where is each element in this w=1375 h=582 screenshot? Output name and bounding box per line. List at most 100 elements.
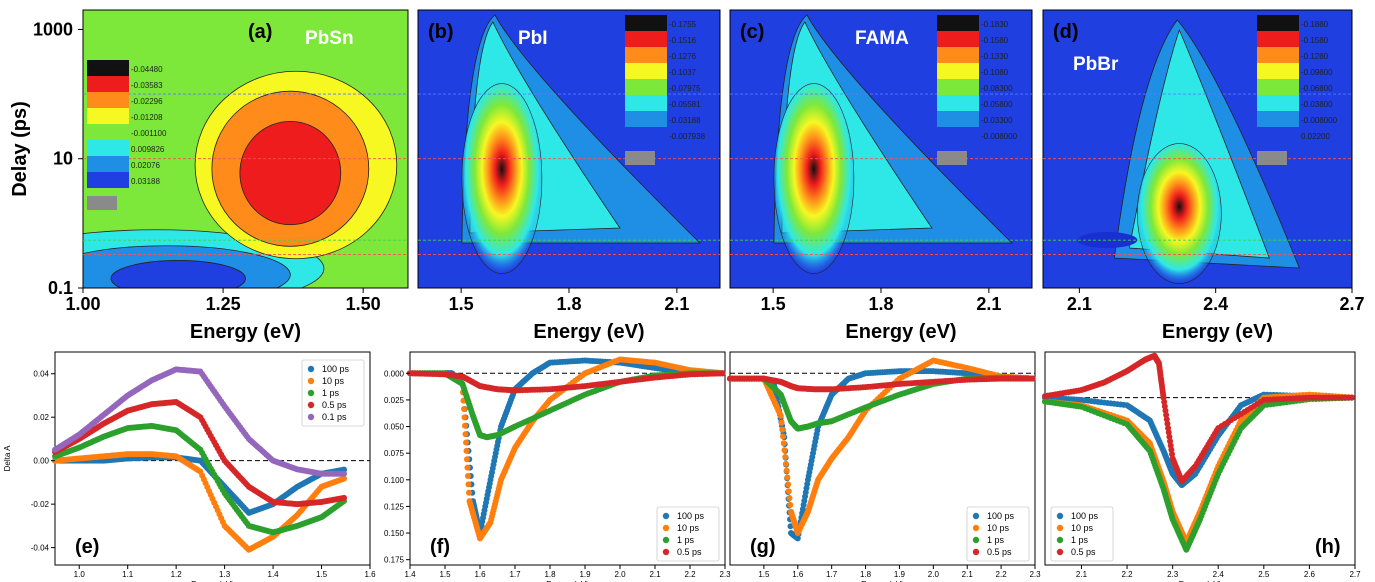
contour-plot-area: [1043, 10, 1352, 288]
x-tick-label: 2.4: [1203, 294, 1228, 314]
x-tick-label: 1.5: [761, 294, 786, 314]
legend-marker: [972, 548, 980, 556]
colorbar-swatch: [1257, 63, 1299, 79]
contour-panel-4: -0.1880 -0.1580 -0.1280 -0.09800 -0.06800 -0.…: [1042, 9, 1365, 343]
x-tick-label: 1.8: [556, 294, 581, 314]
data-point: [465, 481, 472, 488]
contour-panel-2: -0.1755 -0.1516 -0.1276 -0.1037 -0.07975 -0.0…: [417, 9, 721, 343]
colorbar-label: -0.008000: [1301, 116, 1338, 125]
colorbar-swatch: [87, 124, 129, 140]
series-10ps: [52, 451, 348, 553]
x-tick-label: 1.1: [122, 570, 134, 579]
x-tick-label: 1.8: [860, 570, 872, 579]
data-point: [464, 456, 470, 463]
data-point: [782, 453, 789, 460]
colorbar-label: -0.1830: [981, 20, 1009, 29]
data-point: [785, 481, 792, 488]
panel-label: (h): [1315, 536, 1341, 558]
legend-label: 10 ps: [987, 523, 1010, 533]
colorbar-label: -0.03583: [131, 81, 163, 90]
contour-core: [461, 83, 543, 274]
data-point: [1029, 375, 1036, 382]
plot-frame: [82, 9, 409, 289]
x-tick-label: 1.00: [65, 294, 100, 314]
x-tick-label: 2.1: [976, 294, 1001, 314]
data-point: [779, 426, 786, 433]
data-point: [465, 472, 471, 479]
legend-marker: [662, 548, 670, 556]
y-tick-label: -0.04: [31, 544, 50, 553]
colorbar-swatch: [87, 60, 129, 76]
colorbar-label: -0.1276: [669, 52, 697, 61]
spectrum-panel-1: 1.0 1.1 1.2 1.3 1.4 1.5 1.6 Energy (eV) 0.04 0.02…: [3, 351, 376, 582]
colorbar-label: -0.02296: [131, 97, 163, 106]
legend-marker: [307, 365, 315, 373]
legend-marker: [1056, 512, 1064, 520]
x-tick-label: 1.5: [316, 570, 328, 579]
contour-core: [1137, 143, 1222, 284]
data-point: [786, 495, 793, 502]
colorbar-label: -0.1280: [1301, 52, 1329, 61]
x-tick-label: 1.4: [268, 570, 280, 579]
data-point: [463, 439, 469, 446]
legend-marker: [972, 536, 980, 544]
legend-marker: [307, 377, 315, 385]
series-0.5ps: [1042, 352, 1355, 485]
data-point: [341, 470, 348, 477]
colorbar-swatch-gray: [1257, 151, 1287, 165]
legend-label: 0.5 ps: [322, 400, 347, 410]
y-tick-label: 0.175: [384, 556, 405, 565]
legend-label: 1 ps: [1071, 535, 1089, 545]
x-tick-label: 2.1: [1076, 570, 1088, 579]
legend-marker: [1056, 548, 1064, 556]
colorbar-label: -0.05581: [669, 100, 701, 109]
x-tick-label: 1.8: [868, 294, 893, 314]
plot-frame: [1042, 9, 1353, 289]
legend-label: 100 ps: [322, 364, 350, 374]
legend-marker: [662, 524, 670, 532]
series-0.5ps: [407, 370, 726, 394]
sample-label: FAMA: [855, 28, 909, 49]
contour-plot-area: [418, 10, 720, 288]
legend-marker: [307, 389, 315, 397]
contour-level: [1077, 232, 1138, 248]
colorbar-swatch: [625, 95, 667, 111]
colorbar-swatch: [625, 127, 667, 143]
colorbar-label: -0.03188: [669, 116, 701, 125]
spectra-panels: 1.0 1.1 1.2 1.3 1.4 1.5 1.6 Energy (eV) 0.04 0.02…: [3, 351, 1361, 582]
legend-marker: [662, 512, 670, 520]
colorbar-label: 0.03188: [131, 177, 160, 186]
colorbar-label: -0.1580: [981, 36, 1009, 45]
spectrum-panel-4: 2.1 2.2 2.3 2.4 2.5 2.6 2.7 Energy (eV) 100 ps 10…: [1042, 351, 1361, 582]
y-axis-label: Delay (ps): [9, 101, 31, 197]
contour-map-panels: -0.04480 -0.03583 -0.02296 -0.01208 -0.00110…: [9, 9, 1365, 343]
x-tick-label: 2.0: [928, 570, 940, 579]
colorbar-label: -0.1080: [981, 68, 1009, 77]
y-tick-label: -0.02: [31, 500, 50, 509]
x-tick-label: 2.1: [1067, 294, 1092, 314]
y-axis-label: Delta A: [3, 445, 12, 471]
colorbar-label: -0.1516: [669, 36, 697, 45]
legend-label: 1 ps: [987, 535, 1005, 545]
colorbar-swatch: [87, 76, 129, 92]
colorbar-label: 0.02200: [1301, 132, 1330, 141]
x-tick-label: 1.25: [206, 294, 241, 314]
y-tick-label: 10: [53, 149, 73, 169]
x-tick-label: 1.6: [474, 570, 486, 579]
colorbar-label: 0.009826: [131, 145, 165, 154]
y-tick-label: 0.025: [384, 396, 405, 405]
x-tick-label: 1.9: [894, 570, 906, 579]
colorbar-swatch: [937, 31, 979, 47]
x-tick-label: 1.7: [509, 570, 521, 579]
legend-label: 100 ps: [677, 511, 705, 521]
colorbar-swatch: [1257, 15, 1299, 31]
data-point: [1348, 394, 1355, 401]
y-tick-label: 0.00: [33, 457, 49, 466]
contour-panel-1: -0.04480 -0.03583 -0.02296 -0.01208 -0.00110…: [9, 9, 409, 343]
panel-label: (e): [75, 536, 99, 558]
legend-box: [656, 506, 720, 562]
colorbar-label: -0.1755: [669, 20, 697, 29]
colorbar-swatch-gray: [937, 151, 967, 165]
data-point: [781, 447, 788, 454]
colorbar-swatch: [87, 108, 129, 124]
